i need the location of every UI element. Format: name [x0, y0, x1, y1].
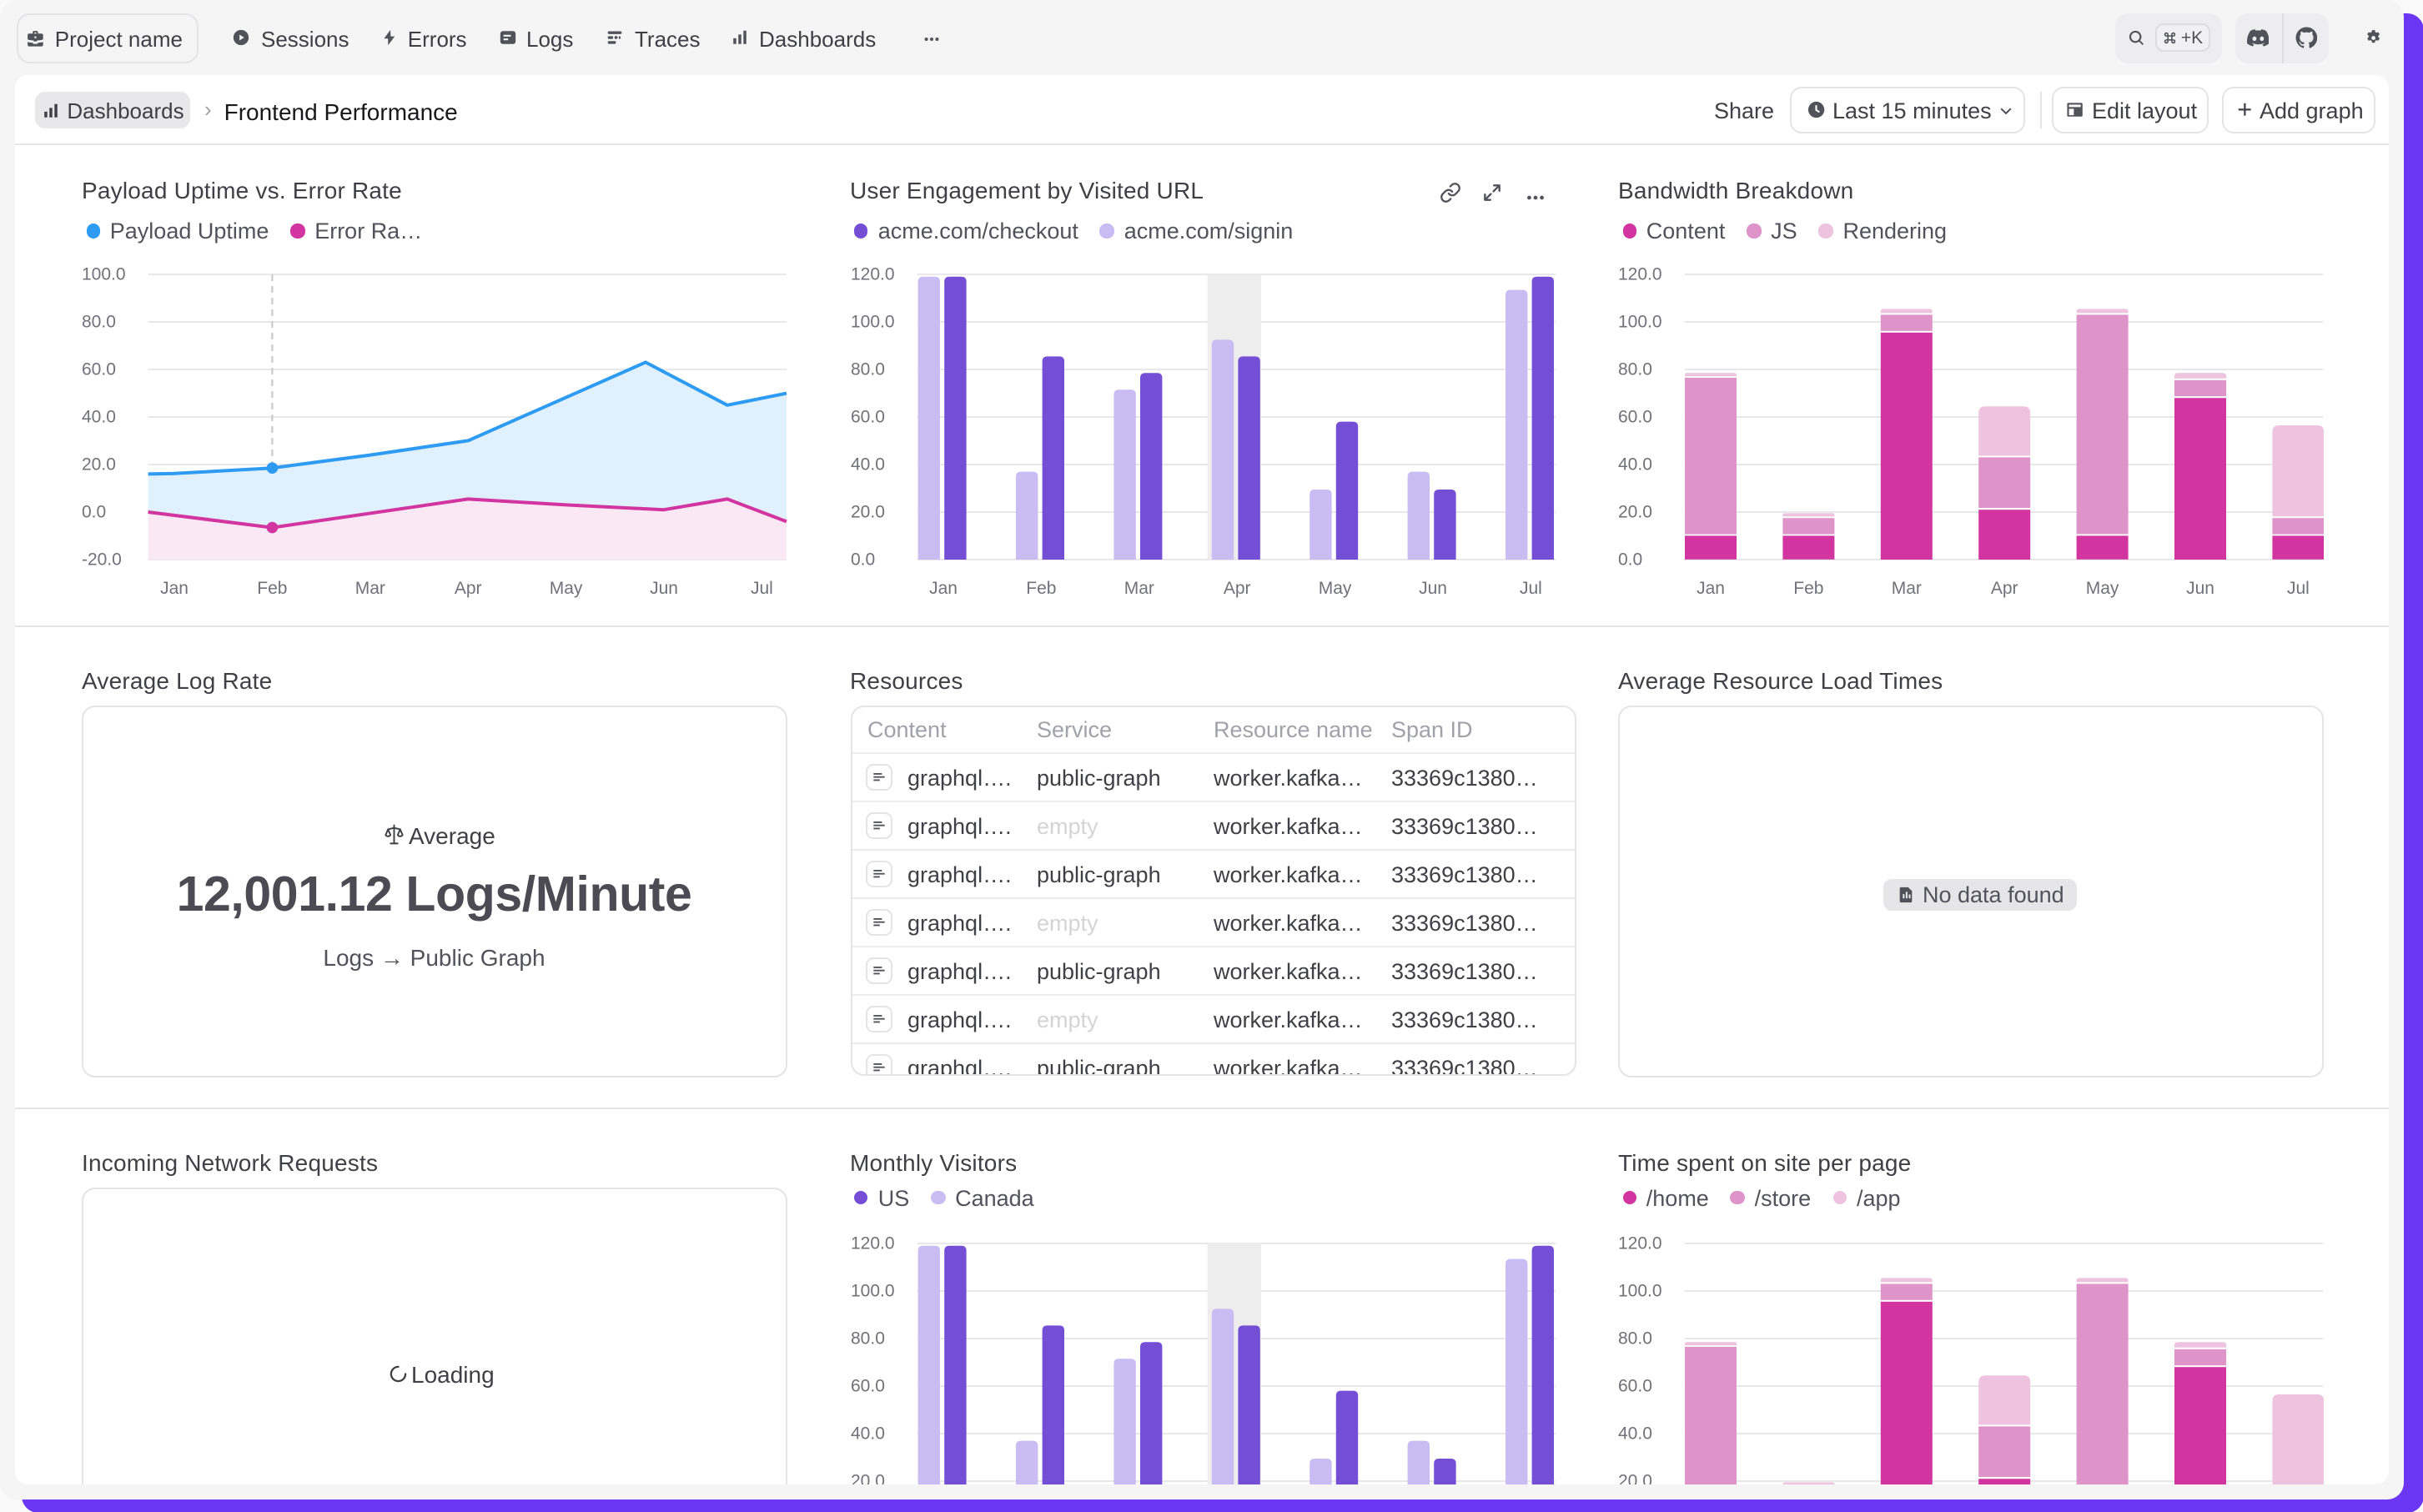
svg-text:Feb: Feb	[1793, 578, 1823, 597]
svg-text:40.0: 40.0	[850, 1424, 884, 1444]
svg-text:Mar: Mar	[1124, 578, 1154, 597]
svg-text:60.0: 60.0	[850, 407, 884, 426]
svg-text:100.0: 100.0	[850, 312, 894, 331]
svg-text:Jul: Jul	[751, 578, 773, 597]
svg-text:Jul: Jul	[1519, 578, 1541, 597]
svg-text:120.0: 120.0	[1618, 266, 1662, 284]
svg-text:60.0: 60.0	[850, 1377, 884, 1396]
svg-text:Mar: Mar	[1892, 578, 1922, 597]
svg-text:20.0: 20.0	[1618, 502, 1652, 521]
svg-text:100.0: 100.0	[850, 1282, 894, 1301]
svg-text:60.0: 60.0	[82, 359, 116, 379]
svg-text:Jun: Jun	[1418, 578, 1446, 597]
svg-text:20.0: 20.0	[82, 455, 116, 474]
svg-text:60.0: 60.0	[1618, 407, 1652, 426]
svg-text:100.0: 100.0	[1618, 312, 1662, 331]
svg-text:Mar: Mar	[355, 578, 385, 597]
svg-text:40.0: 40.0	[1618, 1424, 1652, 1444]
svg-text:80.0: 80.0	[1618, 359, 1652, 379]
svg-text:Jan: Jan	[928, 578, 957, 597]
svg-text:Feb: Feb	[1025, 578, 1055, 597]
svg-text:Jun: Jun	[650, 578, 678, 597]
svg-text:0.0: 0.0	[82, 502, 106, 521]
svg-text:40.0: 40.0	[850, 455, 884, 474]
svg-text:Apr: Apr	[1991, 578, 2018, 597]
svg-text:Jan: Jan	[1697, 578, 1725, 597]
svg-text:80.0: 80.0	[850, 359, 884, 379]
svg-text:80.0: 80.0	[850, 1329, 884, 1349]
svg-text:100.0: 100.0	[1618, 1282, 1662, 1301]
svg-text:40.0: 40.0	[1618, 455, 1652, 474]
svg-text:Apr: Apr	[1223, 578, 1250, 597]
svg-text:Feb: Feb	[257, 578, 287, 597]
svg-text:120.0: 120.0	[850, 266, 894, 284]
svg-text:May: May	[2086, 578, 2119, 597]
svg-text:120.0: 120.0	[1618, 1236, 1662, 1253]
svg-text:100.0: 100.0	[82, 266, 126, 284]
svg-text:120.0: 120.0	[850, 1236, 894, 1253]
svg-text:0.0: 0.0	[850, 550, 874, 569]
svg-text:60.0: 60.0	[1618, 1377, 1652, 1396]
svg-text:80.0: 80.0	[82, 312, 116, 331]
svg-text:Apr: Apr	[455, 578, 482, 597]
svg-text:Jul: Jul	[2287, 578, 2310, 597]
svg-text:40.0: 40.0	[82, 407, 116, 426]
svg-text:20.0: 20.0	[1618, 1472, 1652, 1484]
svg-text:20.0: 20.0	[850, 1472, 884, 1484]
svg-text:20.0: 20.0	[850, 502, 884, 521]
svg-text:Jan: Jan	[160, 578, 189, 597]
svg-text:80.0: 80.0	[1618, 1329, 1652, 1349]
svg-text:-20.0: -20.0	[82, 550, 122, 569]
svg-text:May: May	[1318, 578, 1351, 597]
svg-text:Jun: Jun	[2186, 578, 2214, 597]
svg-text:May: May	[550, 578, 583, 597]
svg-text:0.0: 0.0	[1618, 550, 1642, 569]
